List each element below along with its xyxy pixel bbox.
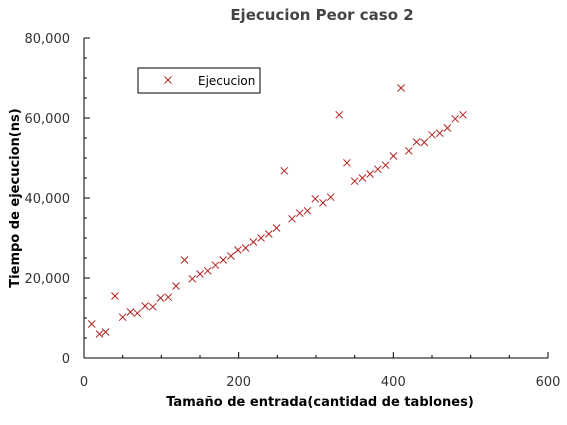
data-point xyxy=(319,198,327,207)
data-point xyxy=(397,84,405,92)
legend-box xyxy=(137,67,261,94)
y-axis-title: Tiempo de ejecucion(ns) xyxy=(8,108,23,287)
data-point xyxy=(280,166,289,175)
axis-ticks: 0 200 400 600 0 20,000 40,000 60,000 80,000 xyxy=(25,32,561,390)
data-point xyxy=(211,261,220,270)
data-point xyxy=(141,302,149,310)
data-point xyxy=(203,266,212,275)
data-point xyxy=(148,302,157,311)
legend-marker-icon xyxy=(164,76,172,84)
data-point xyxy=(350,177,359,186)
data-point xyxy=(219,256,228,264)
data-point xyxy=(95,330,104,338)
data-point xyxy=(404,146,413,155)
y-tick-label: 40,000 xyxy=(25,192,71,207)
data-point xyxy=(188,274,197,283)
data-point xyxy=(133,309,142,318)
x-tick-label: 600 xyxy=(536,375,561,390)
data-point xyxy=(303,206,312,215)
data-point xyxy=(381,161,390,170)
y-tick-label: 60,000 xyxy=(25,112,71,127)
data-point xyxy=(335,110,344,119)
data-point xyxy=(101,328,110,336)
data-point xyxy=(343,158,351,167)
data-point xyxy=(420,138,429,147)
data-point xyxy=(459,110,467,119)
data-point xyxy=(234,246,242,254)
data-point xyxy=(374,165,382,174)
data-point xyxy=(249,238,258,246)
data-points xyxy=(87,84,467,338)
data-point xyxy=(111,292,119,300)
data-point xyxy=(156,294,165,302)
y-tick-label: 0 xyxy=(62,352,70,367)
data-point xyxy=(389,152,398,160)
data-point xyxy=(443,124,452,132)
data-point xyxy=(180,256,189,264)
data-point xyxy=(358,174,367,182)
data-point xyxy=(164,293,173,302)
x-axis-title: Tamaño de entrada(cantidad de tablones) xyxy=(166,395,474,410)
data-point xyxy=(264,230,273,238)
legend: Ejecucion xyxy=(137,67,261,94)
data-point xyxy=(366,170,374,178)
data-point xyxy=(87,320,96,328)
legend-x-marker xyxy=(164,76,172,84)
data-point xyxy=(272,224,281,232)
legend-label: Ejecucion xyxy=(198,74,255,88)
data-point xyxy=(435,129,444,138)
x-tick-label: 0 xyxy=(80,375,88,390)
data-point xyxy=(196,270,204,278)
x-tick-label: 400 xyxy=(381,375,406,390)
data-point xyxy=(241,244,250,252)
y-tick-label: 20,000 xyxy=(25,272,71,287)
data-point xyxy=(451,114,460,123)
x-tick-label: 200 xyxy=(226,375,251,390)
data-point xyxy=(257,234,265,242)
data-point xyxy=(126,308,135,316)
data-point xyxy=(428,130,436,139)
data-point xyxy=(412,138,421,146)
data-point xyxy=(326,193,335,202)
data-point xyxy=(295,209,304,218)
data-point xyxy=(288,214,296,223)
y-tick-label: 80,000 xyxy=(25,32,71,47)
data-point xyxy=(172,282,180,290)
data-point xyxy=(311,194,320,203)
data-point xyxy=(227,252,235,260)
chart-title: Ejecucion Peor caso 2 xyxy=(230,6,413,24)
data-point xyxy=(118,313,127,322)
